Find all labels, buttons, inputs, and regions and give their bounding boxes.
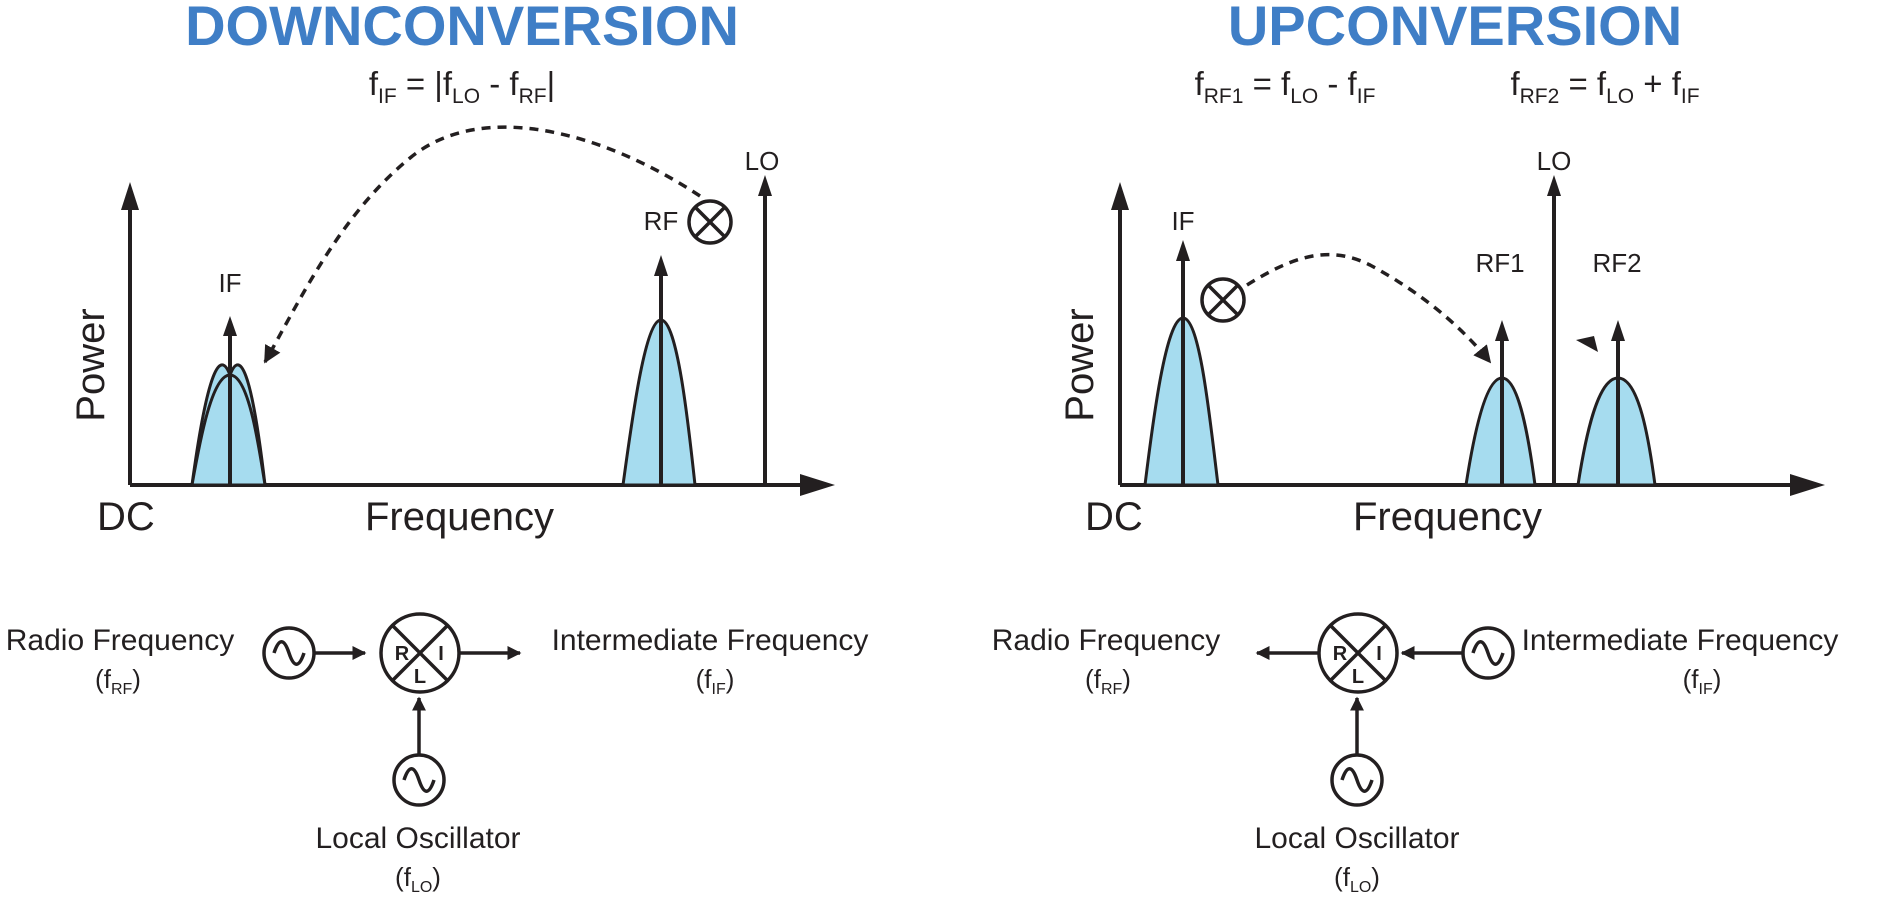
frequency-axis-label: Frequency (1353, 495, 1542, 539)
rf-spike-arrowhead (654, 255, 668, 276)
if-source-icon (1461, 626, 1515, 680)
downconversion-block-diagram: Radio Frequency (fRF) R I L Intermediate… (6, 612, 869, 896)
downconversion-formula: fIF = |fLO - fRF| (369, 65, 555, 108)
downconversion-panel: DOWNCONVERSION fIF = |fLO - fRF| Power D… (6, 0, 869, 896)
rf-output-label: Radio Frequency (992, 624, 1220, 657)
upconversion-block-diagram: Radio Frequency (fRF) R I L Intermediate… (992, 612, 1839, 896)
x-axis-arrowhead (800, 474, 835, 496)
upconversion-formula-rf1: fRF1 = fLO - fIF (1195, 65, 1376, 108)
rf-input-label: Radio Frequency (6, 624, 234, 657)
rf-label: RF (644, 206, 679, 236)
lo-label: LO (745, 146, 780, 176)
rf-source-icon (262, 626, 316, 680)
mixer-symbol-icon (1200, 277, 1246, 323)
mixer-icon: R I L (1317, 612, 1399, 694)
dc-label: DC (1085, 495, 1143, 539)
rf2-small-arrowhead (1576, 336, 1598, 352)
if-output-label: Intermediate Frequency (552, 624, 869, 657)
rf2-label: RF2 (1592, 248, 1641, 278)
lo-label-text: Local Oscillator (315, 822, 520, 855)
downconversion-title: DOWNCONVERSION (185, 0, 739, 57)
rf2-spike-arrowhead (1611, 320, 1625, 341)
lo-sub: (fLO) (395, 862, 441, 896)
if-input-sub: (fIF) (1683, 664, 1722, 698)
if-input-label: Intermediate Frequency (1522, 624, 1839, 657)
upconversion-axes (1111, 182, 1825, 496)
lo-source-icon (1330, 753, 1384, 807)
mixer-port-r: R (1333, 643, 1348, 665)
lo-spike-arrowhead (1547, 175, 1561, 196)
downconversion-translation-arrow (263, 125, 701, 364)
mixer-symbol-icon (687, 199, 733, 245)
rf-input-sub: (fRF) (95, 664, 141, 698)
if-spike-arrowhead (223, 316, 237, 336)
rf1-label: RF1 (1475, 248, 1524, 278)
lo-source-icon (392, 753, 446, 807)
dc-label: DC (97, 495, 155, 539)
power-axis-label: Power (1058, 308, 1102, 421)
x-axis-arrowhead (1790, 474, 1825, 496)
if-spike-arrowhead (1176, 240, 1190, 261)
lo-sub: (fLO) (1334, 862, 1380, 896)
if-output-sub: (fIF) (696, 664, 735, 698)
upconversion-translation-arrow (1246, 252, 1492, 364)
upconversion-formula-rf2: fRF2 = fLO + fIF (1510, 65, 1699, 108)
mixer-port-r: R (395, 643, 410, 665)
if-label: IF (1171, 206, 1194, 236)
upconversion-panel: UPCONVERSION fRF1 = fLO - fIF fRF2 = fLO… (992, 0, 1839, 896)
mixer-port-i: I (1376, 643, 1382, 665)
lo-spike-arrowhead (758, 175, 772, 196)
mixer-icon: R I L (379, 612, 461, 694)
lo-label: LO (1537, 146, 1572, 176)
frequency-axis-label: Frequency (365, 495, 554, 539)
rf-output-sub: (fRF) (1085, 664, 1131, 698)
mixer-port-l: L (1352, 666, 1364, 688)
upconversion-title: UPCONVERSION (1228, 0, 1682, 57)
y-axis-arrowhead (121, 182, 139, 210)
if-label: IF (218, 268, 241, 298)
mixer-port-l: L (414, 666, 426, 688)
mixer-port-i: I (438, 643, 444, 665)
lo-label-text: Local Oscillator (1254, 822, 1459, 855)
power-axis-label: Power (69, 308, 113, 421)
y-axis-arrowhead (1111, 182, 1129, 210)
rf1-spike-arrowhead (1495, 320, 1509, 341)
